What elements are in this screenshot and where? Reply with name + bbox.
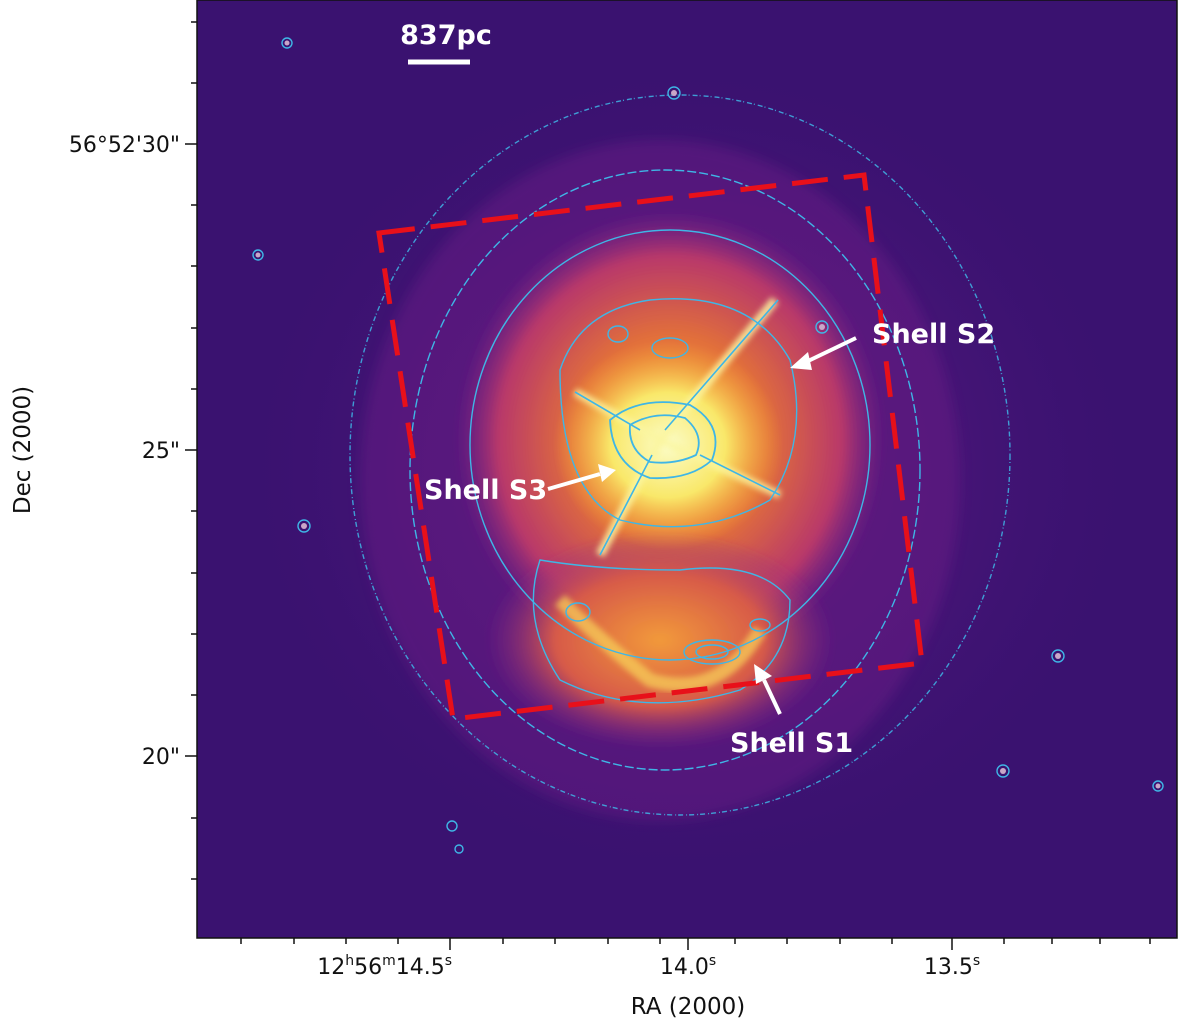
y-tick-label-3: 20" — [142, 745, 180, 770]
shell-s1-label: Shell S1 — [730, 728, 853, 759]
y-tick-label-2: 25" — [142, 439, 180, 464]
plot-frame — [196, 0, 1178, 939]
flux-contours — [252, 37, 1164, 854]
y-axis-label: Dec (2000) — [10, 386, 36, 514]
y-tick-label-1: 56°52'30" — [69, 133, 180, 158]
shell-s3-arrow — [547, 472, 601, 491]
x-axis-label: RA (2000) — [631, 994, 746, 1020]
y-axis-ticks — [185, 21, 197, 880]
x-axis-ticks — [240, 938, 1151, 950]
shell-s3-label: Shell S3 — [424, 475, 547, 506]
shell-s2-label: Shell S2 — [872, 319, 995, 350]
shell-s1-arrow — [762, 679, 782, 715]
x-tick-label-2: 14.0s — [660, 953, 716, 980]
galaxy-image-panel: 837pc Shell S2 Shell S3 Shell S1 — [197, 0, 1177, 938]
x-tick-label-3: 13.5s — [924, 953, 980, 980]
scale-bar-label: 837pc — [400, 20, 492, 51]
x-tick-label-1: 12h56m14.5s — [317, 953, 452, 980]
shell-s2-arrow — [805, 336, 857, 364]
footprint-box — [376, 172, 925, 722]
